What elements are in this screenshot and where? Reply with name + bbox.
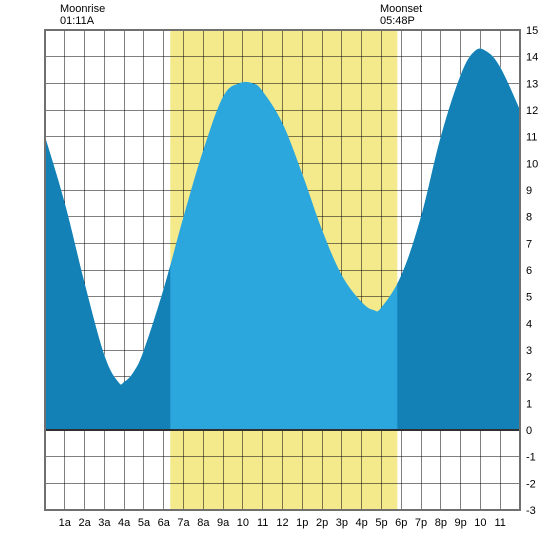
x-tick-label: 12 xyxy=(276,517,288,529)
y-tick-label: 4 xyxy=(526,318,532,330)
moonrise-label: Moonrise xyxy=(60,3,105,15)
y-tick-label: -1 xyxy=(526,452,536,464)
y-tick-label: 9 xyxy=(526,185,532,197)
x-tick-label: 1p xyxy=(296,517,308,529)
x-tick-label: 11 xyxy=(494,517,505,529)
x-tick-label: 7p xyxy=(415,517,427,529)
x-tick-label: 5p xyxy=(375,517,387,529)
chart-svg: -3-2-101234567891011121314151a2a3a4a5a6a… xyxy=(0,0,550,550)
y-tick-label: 0 xyxy=(526,425,532,437)
x-tick-label: 2p xyxy=(316,517,328,529)
x-tick-label: 3a xyxy=(98,517,111,529)
moonset-time: 05:48P xyxy=(380,15,415,27)
y-tick-label: 14 xyxy=(526,52,538,64)
x-tick-label: 9a xyxy=(217,517,230,529)
y-tick-label: 12 xyxy=(526,105,538,117)
x-tick-label: 7a xyxy=(177,517,190,529)
y-tick-label: 2 xyxy=(526,372,532,384)
y-tick-label: 15 xyxy=(526,25,538,37)
x-tick-label: 3p xyxy=(336,517,348,529)
x-tick-label: 11 xyxy=(257,517,268,529)
tide-chart: -3-2-101234567891011121314151a2a3a4a5a6a… xyxy=(0,0,550,550)
y-tick-label: 3 xyxy=(526,345,532,357)
y-tick-label: 8 xyxy=(526,212,532,224)
y-tick-label: 13 xyxy=(526,78,538,90)
x-tick-label: 1a xyxy=(59,517,72,529)
x-tick-label: 8a xyxy=(197,517,210,529)
x-tick-label: 10 xyxy=(237,517,249,529)
x-tick-label: 8p xyxy=(435,517,447,529)
y-tick-label: 6 xyxy=(526,265,532,277)
x-tick-label: 6p xyxy=(395,517,407,529)
y-tick-label: 10 xyxy=(526,158,538,170)
x-tick-label: 10 xyxy=(474,517,486,529)
x-tick-label: 5a xyxy=(138,517,151,529)
y-tick-label: 7 xyxy=(526,238,532,250)
x-tick-label: 2a xyxy=(78,517,91,529)
y-tick-label: -3 xyxy=(526,505,536,517)
x-tick-label: 4p xyxy=(356,517,368,529)
moonset-label: Moonset xyxy=(380,3,422,15)
x-tick-label: 4a xyxy=(118,517,131,529)
moonrise-time: 01:11A xyxy=(60,15,95,27)
y-tick-label: 5 xyxy=(526,292,532,304)
y-tick-label: -2 xyxy=(526,478,536,490)
y-tick-label: 11 xyxy=(526,132,537,144)
y-tick-label: 1 xyxy=(526,398,532,410)
x-tick-label: 6a xyxy=(158,517,171,529)
x-tick-label: 9p xyxy=(455,517,467,529)
